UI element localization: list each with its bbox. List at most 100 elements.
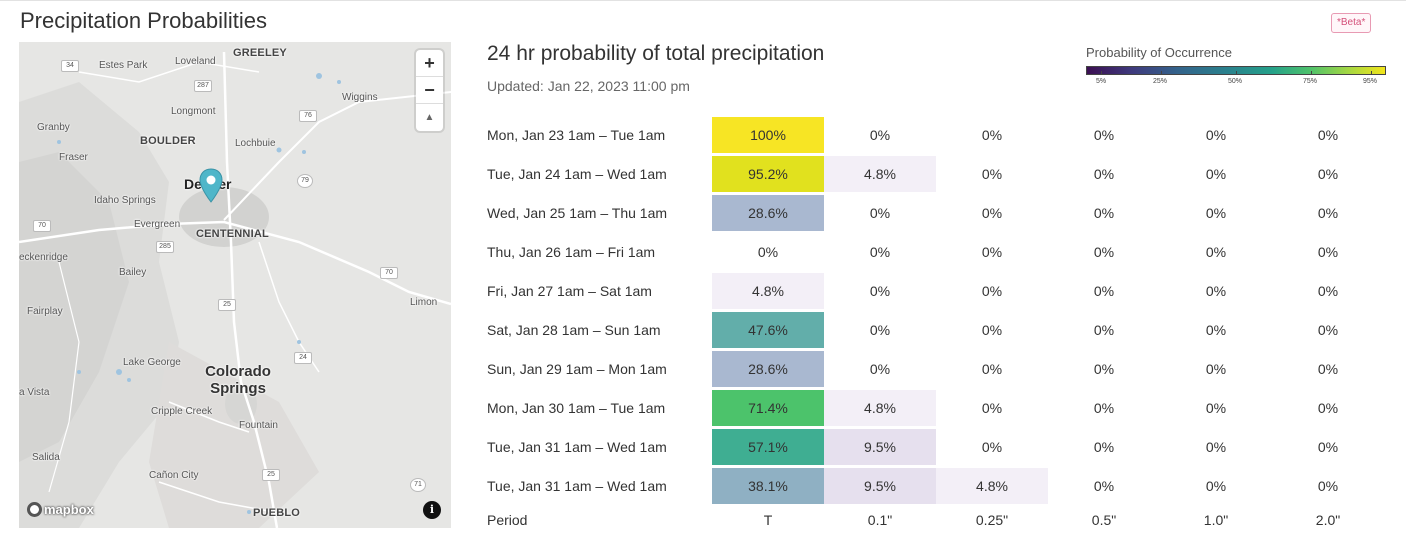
probability-cell: 0% [1093,127,1115,143]
map-label-estes-park: Estes Park [99,60,148,71]
table-row: Tue, Jan 24 1am – Wed 1am 95.2% 4.8% 0% 0% 0%… [487,156,1384,192]
probability-cell: 4.8% [712,273,824,309]
highway-shield-34: 34 [61,60,79,72]
threshold-header-row: Period T 0.1" 0.25" 0.5" 1.0" 2.0" [487,507,1384,531]
table-row: Tue, Jan 31 1am – Wed 1am 57.1% 9.5% 0% 0% 0%… [487,429,1384,465]
legend-title: Probability of Occurrence [1086,45,1232,60]
panel-title: 24 hr probability of total precipitation [487,42,825,65]
probability-cell: 0% [1317,127,1339,143]
period-label: Wed, Jan 25 1am – Thu 1am [487,205,668,221]
probability-cell: 0% [757,244,779,260]
location-pin-icon[interactable] [199,168,223,204]
probability-cell: 0% [1317,244,1339,260]
map-label-buena-vista: a Vista [19,387,50,398]
probability-cell: 0% [1205,439,1227,455]
period-label: Sat, Jan 28 1am – Sun 1am [487,322,661,338]
probability-cell: 0% [981,322,1003,338]
highway-shield-70-west: 70 [33,220,51,232]
highway-shield-79: 79 [297,174,313,188]
highway-shield-71: 71 [410,478,426,492]
legend-tick: 50% [1228,78,1243,85]
beta-badge: *Beta* [1331,13,1372,33]
map-label-wiggins: Wiggins [342,92,378,103]
map-label-longmont: Longmont [171,106,216,117]
probability-cell: 57.1% [712,429,824,465]
probability-cell: 0% [1317,400,1339,416]
zoom-in-button[interactable]: + [416,50,443,77]
probability-cell: 0% [1317,439,1339,455]
table-row: Tue, Jan 31 1am – Wed 1am 38.1% 9.5% 4.8% 0%… [487,468,1384,504]
probability-cell: 0% [1205,127,1227,143]
map-label-limon: Limon [410,297,438,308]
probability-cell: 0% [1093,205,1115,221]
probability-cell: 28.6% [712,351,824,387]
probability-cell: 9.5% [824,429,936,465]
probability-cell: 0% [1093,400,1115,416]
probability-cell: 0% [1205,166,1227,182]
probability-cell: 0% [1093,283,1115,299]
probability-cell: 0% [869,283,891,299]
map-terrain [19,42,451,528]
threshold-label: T [763,512,773,528]
probability-cell: 0% [869,361,891,377]
highway-shield-76: 76 [299,110,317,122]
map-label-colorado-springs: Colorado Springs [205,363,271,397]
probability-cell: 0% [1317,166,1339,182]
probability-cell: 0% [1093,478,1115,494]
probability-cell: 4.8% [936,468,1048,504]
mapbox-logo[interactable]: mapbox [27,502,94,517]
map-label-cripple-creek: Cripple Creek [151,406,213,417]
period-label: Sun, Jan 29 1am – Mon 1am [487,361,667,377]
probability-cell: 0% [981,127,1003,143]
map-label-granby: Granby [37,122,70,133]
probability-cell: 38.1% [712,468,824,504]
highway-shield-287: 287 [194,80,212,92]
probability-cell: 4.8% [824,390,936,426]
probability-cell: 71.4% [712,390,824,426]
probability-cell: 4.8% [824,156,936,192]
probability-cell: 9.5% [824,468,936,504]
map-label-centennial: CENTENNIAL [196,228,269,240]
probability-cell: 0% [869,205,891,221]
probability-cell: 95.2% [712,156,824,192]
map-label-lake-george: Lake George [123,357,181,368]
attribution-info-button[interactable]: i [423,501,441,519]
threshold-label: 0.25" [975,512,1009,528]
highway-shield-25-north: 25 [218,299,236,311]
period-label: Fri, Jan 27 1am – Sat 1am [487,283,652,299]
updated-timestamp: Updated: Jan 22, 2023 11:00 pm [487,78,690,94]
probability-cell: 0% [1205,361,1227,377]
map-label-fraser: Fraser [59,152,88,163]
probability-cell: 28.6% [712,195,824,231]
page-title: Precipitation Probabilities [20,8,268,33]
probability-cell: 0% [1205,244,1227,260]
probability-table: Mon, Jan 23 1am – Tue 1am 100% 0% 0% 0% 0% 0% T… [487,114,1384,534]
probability-cell: 0% [981,166,1003,182]
probability-cell: 0% [1093,322,1115,338]
map-label-lochbuie: Lochbuie [235,138,276,149]
probability-cell: 0% [1093,361,1115,377]
table-row: Mon, Jan 23 1am – Tue 1am 100% 0% 0% 0% 0% 0% [487,117,1384,153]
table-row: Mon, Jan 30 1am – Tue 1am 71.4% 4.8% 0% 0% 0%… [487,390,1384,426]
map-view[interactable]: GREELEY Estes Park Loveland Wiggins Long… [19,42,451,528]
probability-cell: 0% [981,283,1003,299]
map-label-fountain: Fountain [239,420,278,431]
probability-cell: 0% [1317,361,1339,377]
probability-cell: 0% [1205,322,1227,338]
probability-cell: 0% [1205,283,1227,299]
map-label-evergreen: Evergreen [134,219,181,230]
probability-cell: 0% [1317,205,1339,221]
probability-cell: 0% [869,322,891,338]
map-label-loveland: Loveland [175,56,216,67]
legend-tick: 75% [1303,78,1318,85]
period-label: Mon, Jan 23 1am – Tue 1am [487,127,666,143]
zoom-out-button[interactable]: − [416,77,443,104]
map-label-pueblo: PUEBLO [253,507,301,519]
probability-cell: 0% [1317,322,1339,338]
map-label-salida: Salida [32,452,60,463]
legend-ticks: 5% 25% 50% 75% 95% [1086,71,1386,89]
threshold-label: 2.0" [1315,512,1341,528]
map-label-breckenridge: eckenridge [19,252,68,263]
map-label-boulder: BOULDER [140,135,196,147]
compass-reset-button[interactable]: ▲ [424,112,435,123]
